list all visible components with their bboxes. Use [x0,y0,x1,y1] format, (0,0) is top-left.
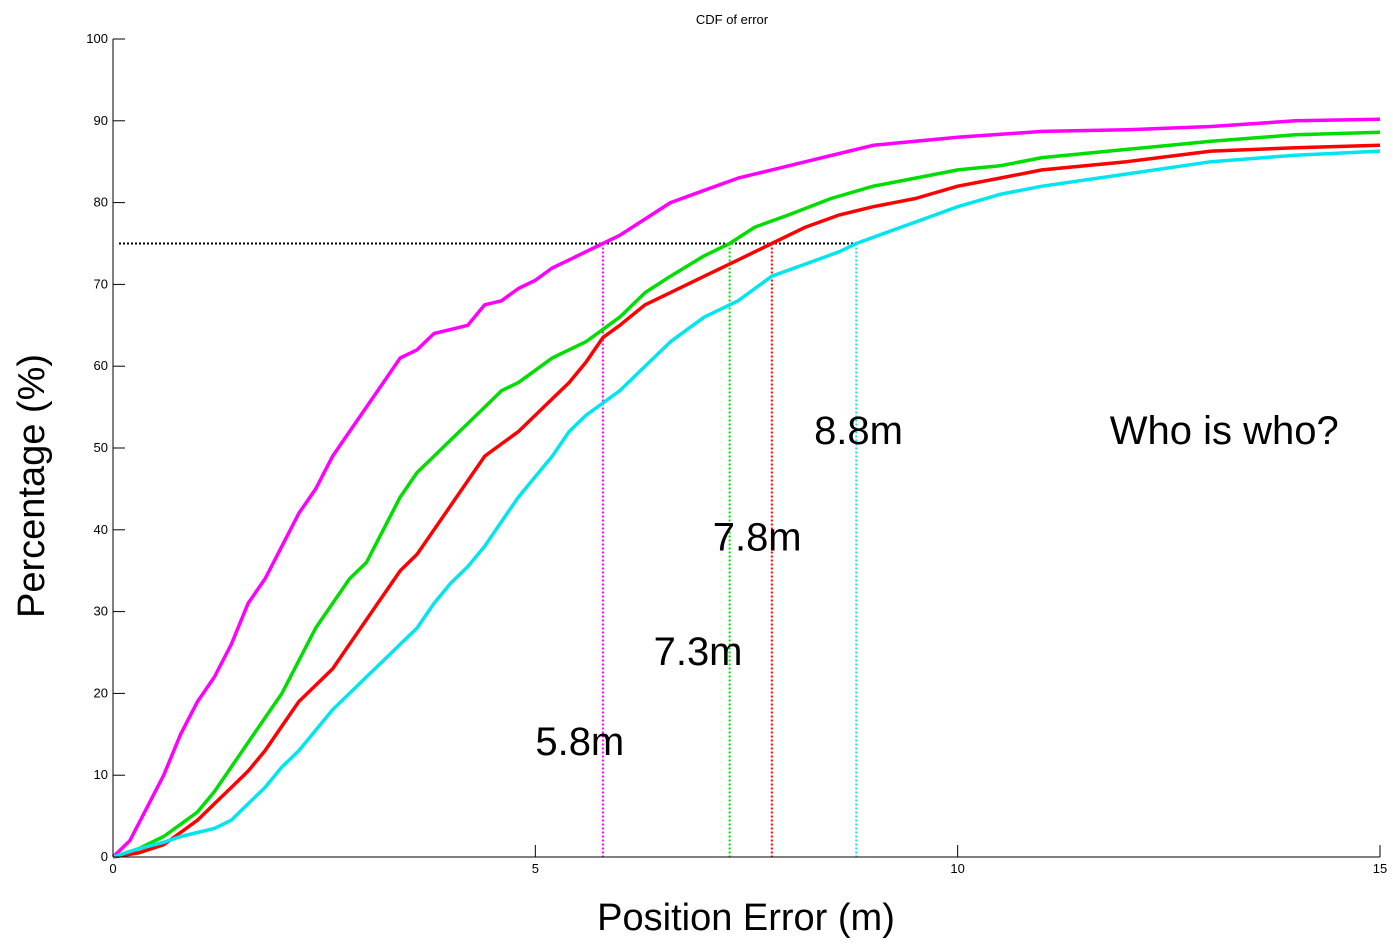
annotation-label: 7.3m [654,630,743,674]
reference-lines [119,242,858,857]
x-tick-label: 0 [109,861,116,876]
x-axis-label: Position Error (m) [597,897,895,939]
series-layer [111,117,1381,859]
y-tick-label: 100 [86,31,108,46]
series-line [112,130,1381,859]
annotation-label: 8.8m [814,409,903,453]
y-tick-label: 30 [94,604,108,619]
y-tick-label: 50 [94,440,108,455]
y-tick-label: 80 [94,195,108,210]
series-line [112,149,1381,859]
x-tick-label: 5 [532,861,539,876]
x-tick-label: 10 [950,861,964,876]
y-tick-label: 40 [94,522,108,537]
y-tick-label: 90 [94,113,108,128]
x-tick-label: 15 [1373,861,1387,876]
y-axis-label: Percentage (%) [11,354,53,618]
y-tick-label: 70 [94,276,108,291]
chart-title: CDF of error [696,12,769,27]
annotations: 5.8m 7.3m 7.8m 8.8m Who is who? [535,409,1338,764]
annotation-label: Who is who? [1110,409,1339,453]
annotation-label: 5.8m [535,720,624,764]
series-line [111,117,1381,859]
series-line [112,143,1381,859]
y-tick-label: 20 [94,685,108,700]
y-tick-label: 60 [94,358,108,373]
axes: 0 10 20 30 40 50 60 70 80 90 100 0 5 10 15 [86,31,1387,876]
y-tick-label: 0 [101,849,108,864]
y-tick-label: 10 [94,767,108,782]
annotation-label: 7.8m [713,515,802,559]
